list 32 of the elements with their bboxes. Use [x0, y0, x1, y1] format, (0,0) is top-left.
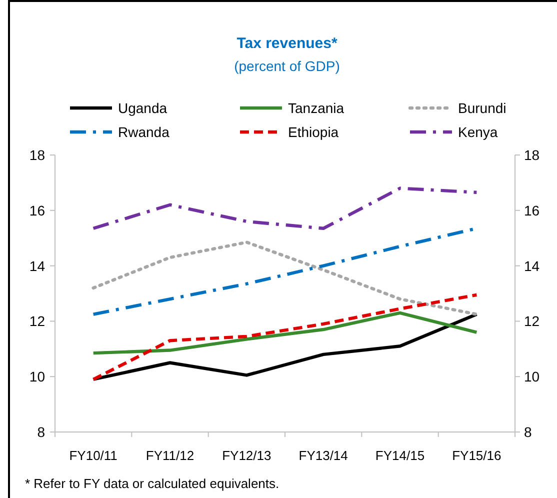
x-tick-label: FY14/15: [375, 448, 425, 463]
x-tick-label: FY12/13: [222, 448, 272, 463]
text: * Refer to FY data or calculated equivalents.: [25, 476, 280, 491]
legend-label: Tanzania: [288, 100, 344, 116]
legend-label: Kenya: [458, 124, 498, 140]
legend-label: Burundi: [458, 100, 506, 116]
line-series: [92, 186, 478, 230]
chart-title: Tax revenues*: [236, 35, 338, 52]
y-tick-label: 10: [29, 368, 46, 385]
line-series: [92, 312, 478, 381]
y-tick-label: 12: [29, 313, 46, 330]
y-tick-label: 14: [29, 258, 46, 274]
line-series: [92, 240, 478, 316]
y2-tick-label: 10: [524, 368, 540, 385]
chart-subtitle: (percent of GDP): [234, 58, 340, 74]
x-tick-label: FY11/12: [146, 448, 194, 463]
x-tick-label: FY15/16: [452, 448, 502, 463]
legend-label: Ethiopia: [288, 124, 339, 140]
line-series: [92, 311, 478, 355]
x-tick-label: FY13/14: [298, 448, 348, 463]
x-tick-label: FY10/11: [69, 448, 118, 463]
legend-label: Rwanda: [118, 124, 170, 140]
y2-tick-label: 18: [524, 147, 540, 163]
y2-tick-label: 14: [524, 258, 540, 274]
line-series: [92, 293, 478, 381]
y2-tick-label: 16: [524, 202, 540, 218]
legend-label: Uganda: [118, 100, 168, 116]
y-tick-label: 16: [29, 202, 46, 218]
y2-tick-label: 8: [524, 424, 532, 440]
y-tick-label: 18: [29, 147, 46, 163]
y-tick-label: 8: [37, 424, 46, 440]
y2-tick-label: 12: [524, 313, 540, 330]
